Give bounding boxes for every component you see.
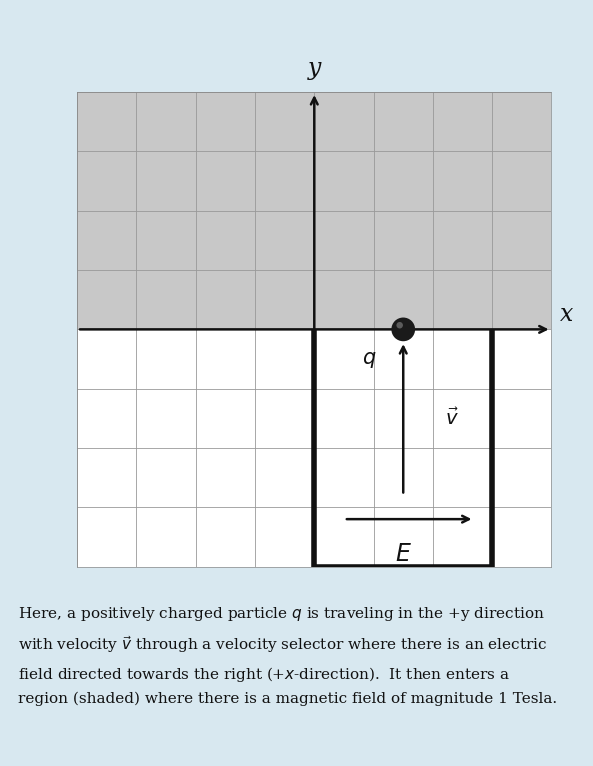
Text: $\vec{v}$: $\vec{v}$: [445, 408, 458, 429]
Circle shape: [391, 318, 415, 341]
Text: $q$: $q$: [362, 350, 377, 370]
Text: Here, a positively charged particle $q$ is traveling in the +y direction
with ve: Here, a positively charged particle $q$ …: [18, 605, 557, 706]
Bar: [77, 92, 551, 329]
Circle shape: [396, 322, 403, 329]
Text: $E$: $E$: [395, 543, 412, 566]
Text: x: x: [560, 303, 574, 326]
Text: y: y: [308, 57, 321, 80]
